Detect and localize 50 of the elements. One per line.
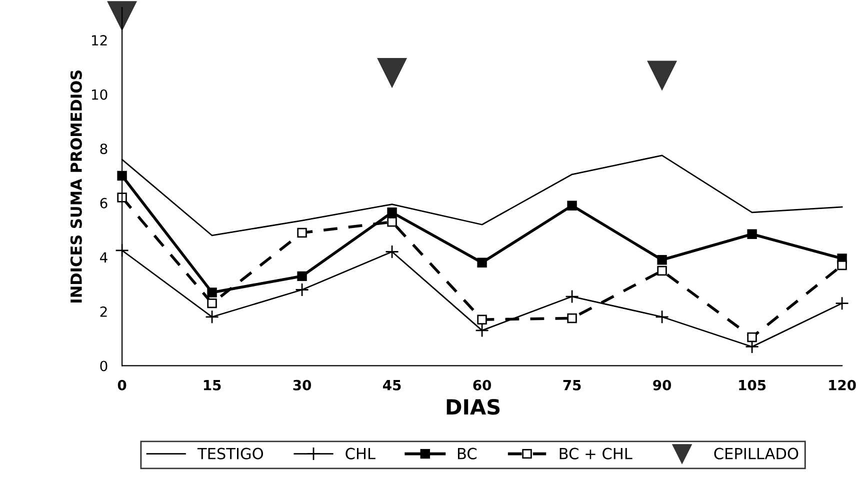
point	[387, 208, 397, 218]
point	[657, 266, 667, 276]
y-tick-label: 8	[100, 144, 108, 154]
point	[117, 192, 127, 202]
point	[647, 60, 677, 90]
y-tick-label: 12	[92, 35, 107, 46]
y-tick-label: 10	[92, 89, 108, 100]
point	[207, 288, 217, 298]
point	[205, 310, 219, 324]
point	[655, 310, 669, 324]
x-tick-label: 60	[473, 380, 492, 390]
point	[207, 298, 217, 308]
point	[477, 314, 487, 324]
point	[835, 296, 849, 310]
y-tick-label: 6	[100, 198, 108, 208]
point	[297, 228, 307, 238]
x-tick-label: 45	[383, 380, 401, 390]
point	[837, 260, 847, 270]
x-tick-label: 15	[204, 380, 221, 390]
point	[567, 200, 577, 210]
x-tick-label: 120	[829, 380, 856, 390]
point	[475, 324, 489, 338]
legend-label: BC	[458, 448, 477, 460]
legend-label: CHL	[346, 448, 376, 460]
point	[567, 313, 577, 324]
y-axis-title: INDICES SUMA PROMEDIOS	[70, 70, 82, 302]
point	[385, 244, 399, 259]
legend-label: BC + CHL	[560, 448, 632, 460]
point	[477, 258, 487, 268]
legend-label: CEPILLADO	[714, 448, 798, 460]
x-tick-label: 90	[653, 380, 672, 390]
point	[107, 1, 137, 30]
x-axis-title: DIAS	[446, 398, 500, 415]
legend-label: TESTIGO	[197, 448, 263, 460]
y-tick-label: 2	[100, 306, 107, 317]
x-tick-label: 30	[293, 380, 312, 390]
point	[657, 255, 667, 265]
x-tick-label: 105	[739, 380, 766, 390]
x-tick-label: 75	[563, 380, 581, 390]
point	[377, 58, 407, 88]
x-tick-label: 0	[118, 380, 126, 390]
point	[295, 282, 309, 297]
point	[117, 170, 127, 181]
point	[297, 271, 307, 282]
y-tick-label: 0	[100, 360, 108, 372]
point	[387, 217, 397, 227]
y-tick-label: 4	[100, 252, 108, 262]
point	[565, 290, 579, 304]
point	[747, 229, 757, 239]
point	[747, 332, 757, 342]
